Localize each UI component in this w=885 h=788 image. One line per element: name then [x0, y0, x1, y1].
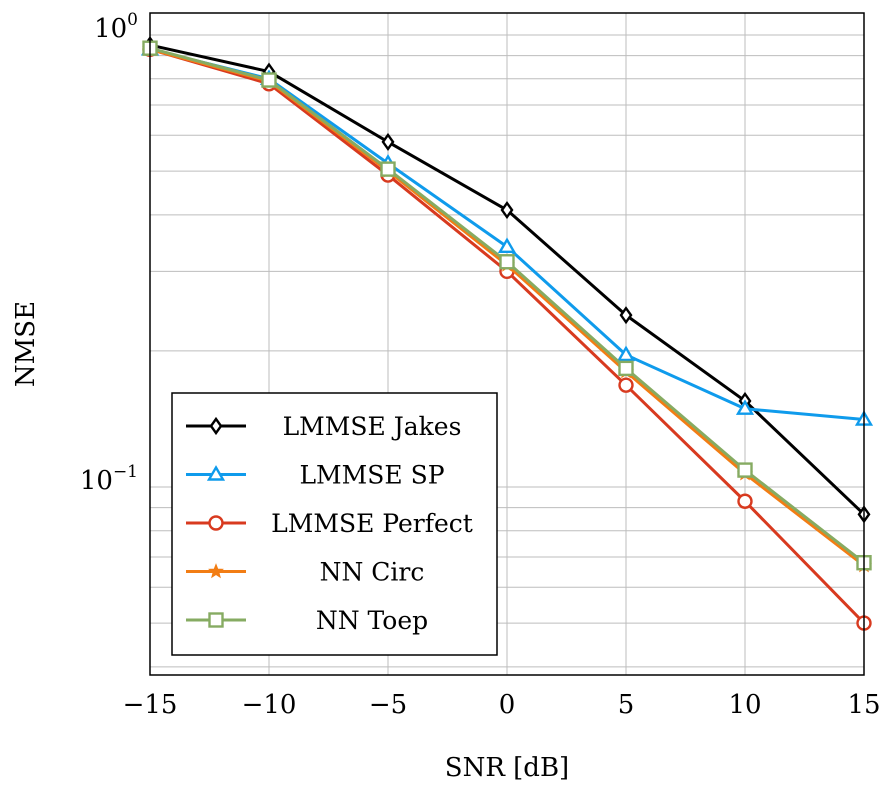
circle-marker	[208, 515, 224, 531]
legend-entry: LMMSE Jakes	[186, 412, 461, 441]
diamond-marker	[619, 306, 633, 325]
series-nn-toep	[142, 40, 872, 571]
legend-entry: NN Circ	[186, 558, 424, 587]
legend: LMMSE Jakes LMMSE SP LMMSE Perfect NN Circ N…	[171, 392, 498, 656]
plot-frame	[149, 12, 865, 676]
square-marker	[380, 161, 396, 177]
x-tick-label: −15	[123, 690, 178, 720]
y-tick-label: 10−1	[80, 462, 138, 496]
square-marker	[261, 72, 277, 88]
triangle-marker	[616, 345, 636, 362]
square-marker	[208, 612, 224, 628]
y-tick-base: 10	[94, 14, 127, 44]
x-axis-label: SNR [dB]	[445, 753, 569, 783]
diamond-marker	[209, 416, 223, 436]
square-marker	[499, 254, 515, 270]
legend-label: LMMSE Perfect	[271, 509, 473, 538]
legend-label: NN Circ	[320, 558, 425, 587]
y-axis-label: NMSE	[11, 301, 41, 387]
y-tick-exponent: 0	[127, 10, 138, 30]
legend-entry: LMMSE Perfect	[186, 509, 473, 538]
legend-entry: NN Toep	[186, 606, 428, 635]
y-tick-base: 10	[80, 466, 113, 496]
triangle-marker	[206, 465, 226, 481]
legend-label: NN Toep	[316, 606, 428, 635]
y-tick-label: 100	[94, 10, 138, 44]
x-tick-label: 10	[728, 690, 761, 720]
x-tick-label: −10	[242, 690, 297, 720]
circle-marker	[618, 377, 634, 393]
legend-label: LMMSE Jakes	[283, 412, 462, 441]
x-tick-label: 5	[618, 690, 635, 720]
triangle-marker	[497, 237, 517, 253]
x-tick-label: 0	[499, 690, 516, 720]
y-tick-exponent: −1	[113, 462, 138, 482]
legend-label: LMMSE SP	[299, 461, 444, 490]
diamond-marker	[500, 200, 514, 220]
series-layer	[140, 36, 874, 631]
legend-entry: LMMSE SP	[186, 461, 445, 490]
x-tick-label: −5	[369, 690, 407, 720]
star-marker	[208, 563, 224, 579]
diamond-marker	[381, 132, 395, 151]
square-marker	[737, 462, 753, 478]
x-tick-label: 15	[847, 690, 880, 720]
square-marker	[618, 360, 634, 377]
circle-marker	[737, 493, 753, 509]
triangle-marker	[735, 399, 755, 415]
